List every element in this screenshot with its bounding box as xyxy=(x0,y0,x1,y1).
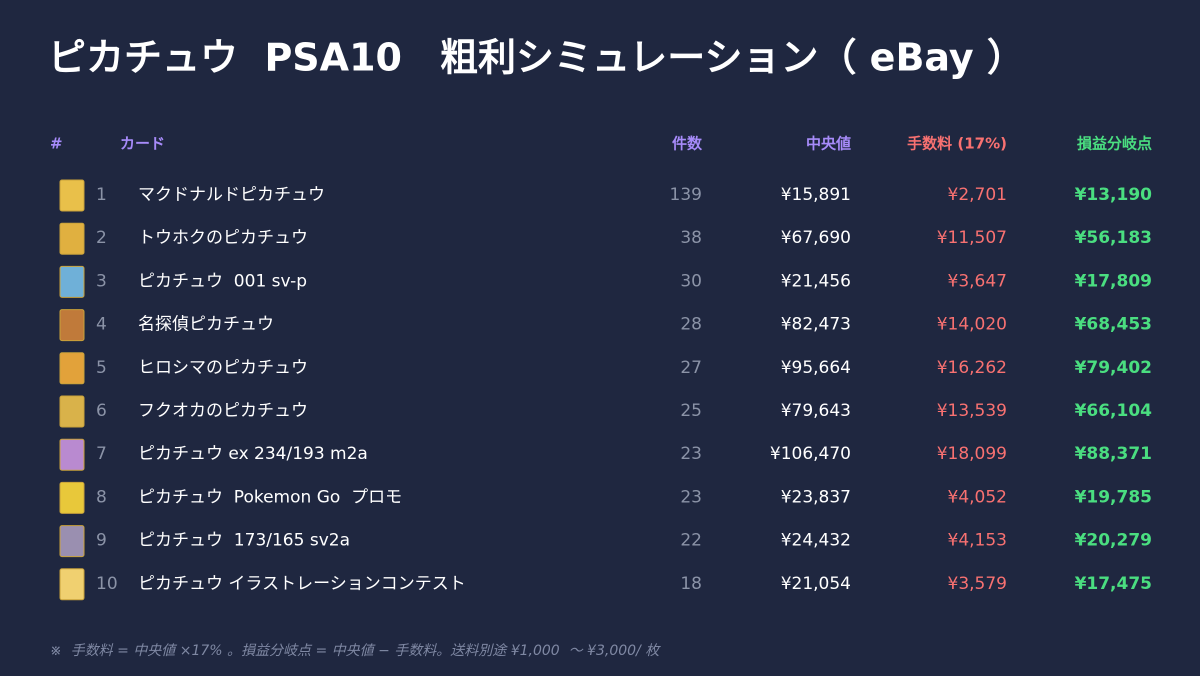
card-name: ピカチュウ イラストレーションコンテスト xyxy=(138,574,466,594)
fee: ¥16,262 xyxy=(937,358,1007,378)
count: 38 xyxy=(680,228,702,248)
breakeven: ¥56,183 xyxy=(1075,228,1152,248)
card-thumbnail xyxy=(59,568,85,601)
breakeven: ¥68,453 xyxy=(1075,315,1152,335)
median: ¥21,456 xyxy=(781,271,851,291)
fee: ¥4,153 xyxy=(948,531,1007,551)
column-header: 損益分岐点 xyxy=(1077,135,1152,153)
count: 23 xyxy=(680,487,702,507)
column-header: カード xyxy=(120,135,165,153)
card-thumbnail xyxy=(59,525,85,558)
median: ¥23,837 xyxy=(781,487,851,507)
card-thumbnail xyxy=(59,352,85,385)
fee: ¥14,020 xyxy=(937,315,1007,335)
median: ¥79,643 xyxy=(781,401,851,421)
median: ¥106,470 xyxy=(770,444,851,464)
breakeven: ¥17,809 xyxy=(1075,271,1152,291)
card-name: マクドナルドピカチュウ xyxy=(138,185,325,205)
column-header: # xyxy=(50,135,63,153)
card-thumbnail xyxy=(59,438,85,471)
fee: ¥3,579 xyxy=(948,574,1007,594)
rank: 10 xyxy=(96,574,118,594)
median: ¥15,891 xyxy=(781,185,851,205)
fee: ¥11,507 xyxy=(937,228,1007,248)
breakeven: ¥13,190 xyxy=(1075,185,1153,205)
count: 25 xyxy=(680,401,702,421)
fee: ¥3,647 xyxy=(948,271,1007,291)
rank: 1 xyxy=(96,185,107,205)
count: 139 xyxy=(670,185,702,205)
card-name: ピカチュウ Pokemon Go プロモ xyxy=(138,487,402,507)
breakeven: ¥20,279 xyxy=(1075,531,1152,551)
card-name: ヒロシマのピカチュウ xyxy=(138,358,308,378)
fee: ¥2,701 xyxy=(948,185,1007,205)
rank: 2 xyxy=(96,228,107,248)
count: 18 xyxy=(680,574,702,594)
card-name: ピカチュウ 001 sv-p xyxy=(138,271,307,291)
breakeven: ¥88,371 xyxy=(1075,444,1152,464)
breakeven: ¥79,402 xyxy=(1075,358,1152,378)
card-name: フクオカのピカチュウ xyxy=(138,401,308,421)
card-thumbnail xyxy=(59,179,85,212)
median: ¥21,054 xyxy=(781,574,851,594)
median: ¥95,664 xyxy=(781,358,851,378)
median: ¥67,690 xyxy=(781,228,851,248)
card-thumbnail xyxy=(59,395,85,428)
rank: 7 xyxy=(96,444,107,464)
column-header: 中央値 xyxy=(806,135,851,153)
column-header: 手数料 (17%) xyxy=(907,135,1007,153)
breakeven: ¥66,104 xyxy=(1075,401,1153,421)
rank: 3 xyxy=(96,271,107,291)
count: 22 xyxy=(680,531,702,551)
column-header: 件数 xyxy=(672,135,703,153)
breakeven: ¥17,475 xyxy=(1075,574,1152,594)
median: ¥82,473 xyxy=(781,315,851,335)
rank: 9 xyxy=(96,531,107,551)
footnote: ※ 手数料 = 中央値 ×17% 。損益分岐点 = 中央値 − 手数料。送料別途… xyxy=(50,643,661,659)
breakeven: ¥19,785 xyxy=(1075,487,1152,507)
count: 23 xyxy=(680,444,702,464)
rank: 5 xyxy=(96,358,107,378)
title: ピカチュウ PSA10 粗利シミュレーション（ eBay ） xyxy=(48,36,1025,80)
count: 27 xyxy=(680,358,702,378)
rank: 4 xyxy=(96,315,107,335)
card-name: ピカチュウ ex 234/193 m2a xyxy=(138,444,368,464)
card-thumbnail xyxy=(59,309,85,342)
count: 28 xyxy=(680,315,702,335)
median: ¥24,432 xyxy=(781,531,851,551)
rank: 6 xyxy=(96,401,107,421)
fee: ¥13,539 xyxy=(937,401,1007,421)
card-name: トウホクのピカチュウ xyxy=(138,228,308,248)
fee: ¥18,099 xyxy=(937,444,1007,464)
fee: ¥4,052 xyxy=(948,487,1007,507)
card-name: 名探偵ピカチュウ xyxy=(138,315,274,335)
rank: 8 xyxy=(96,487,107,507)
card-name: ピカチュウ 173/165 sv2a xyxy=(138,531,350,551)
count: 30 xyxy=(680,271,702,291)
card-thumbnail xyxy=(59,222,85,255)
card-thumbnail xyxy=(59,265,85,298)
card-thumbnail xyxy=(59,481,85,514)
